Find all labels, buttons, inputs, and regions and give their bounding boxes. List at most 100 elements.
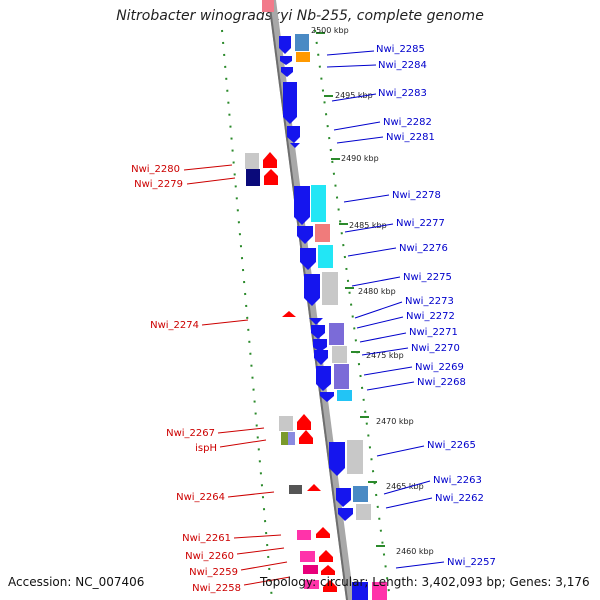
accession-text: Accession: NC_007406 [8, 575, 145, 589]
cds-arrow-reverse [321, 565, 335, 575]
svg-text:Nwi_2278: Nwi_2278 [392, 190, 441, 201]
kbp-label: 2460 kbp [396, 547, 434, 556]
cds-arrow [290, 143, 300, 148]
gene-label-right[interactable]: Nwi_2283 [331, 88, 427, 102]
cds-arrow-reverse [316, 527, 330, 538]
svg-text:Nwi_2269: Nwi_2269 [415, 362, 464, 373]
feature-block [297, 530, 311, 540]
feature-block [356, 504, 371, 520]
kbp-mark: 2485 kbp [339, 221, 387, 230]
gene-label-right[interactable]: Nwi_2271 [359, 327, 458, 343]
feature-block [329, 323, 344, 345]
gene-label-right[interactable]: Nwi_2263 [383, 475, 482, 495]
svg-text:Nwi_2279: Nwi_2279 [134, 179, 183, 190]
kbp-label: 2470 kbp [376, 417, 414, 426]
forward-feature-track [295, 34, 387, 600]
gene-label-right[interactable]: Nwi_2275 [351, 272, 452, 287]
feature-block [337, 390, 352, 401]
gene-label-left[interactable]: Nwi_2267 [166, 427, 265, 439]
kbp-label: 2480 kbp [358, 287, 396, 296]
feature-block [295, 34, 309, 51]
cds-arrow [338, 508, 353, 521]
gene-label-right[interactable]: Nwi_2285 [326, 44, 425, 56]
gene-label-right[interactable]: Nwi_2270 [361, 343, 460, 356]
feature-block [372, 582, 387, 600]
gene-label-right[interactable]: Nwi_2277 [344, 218, 445, 233]
cds-arrow-reverse [297, 414, 311, 430]
svg-text:Nwi_2259: Nwi_2259 [189, 567, 238, 578]
cds-arrow [281, 67, 293, 77]
svg-text:Nwi_2284: Nwi_2284 [378, 60, 427, 71]
svg-text:Nwi_2285: Nwi_2285 [376, 44, 425, 55]
cds-arrow-reverse [319, 550, 333, 562]
feature-block [245, 153, 259, 169]
kbp-label: 2465 kbp [386, 482, 424, 491]
feature-block [311, 185, 326, 222]
map-title: Nitrobacter winogradskyi Nb-255, complet… [116, 8, 484, 24]
gene-label-left[interactable]: Nwi_2258 [192, 576, 291, 594]
svg-text:Nwi_2265: Nwi_2265 [427, 440, 476, 451]
svg-text:Nwi_2262: Nwi_2262 [435, 493, 484, 504]
feature-block [262, 0, 274, 12]
gene-label-left[interactable]: ispH [195, 439, 267, 454]
feature-block [288, 432, 295, 445]
gene-label-right[interactable]: Nwi_2273 [354, 296, 454, 319]
kbp-label: 2490 kbp [341, 154, 379, 163]
cds-arrow [320, 392, 334, 402]
svg-text:Nwi_2272: Nwi_2272 [406, 311, 455, 322]
gene-label-left[interactable]: Nwi_2259 [189, 561, 288, 578]
feature-block [246, 169, 260, 186]
genome-summary-text: Topology: circular; Length: 3,402,093 bp… [260, 575, 590, 589]
gene-label-right[interactable]: Nwi_2276 [347, 243, 448, 257]
gene-label-right[interactable]: Nwi_2282 [333, 117, 432, 131]
feature-block [315, 224, 330, 242]
svg-text:Nwi_2274: Nwi_2274 [150, 320, 199, 331]
gene-label-right[interactable]: Nwi_2284 [326, 60, 427, 71]
cds-arrow [352, 582, 368, 600]
gene-label-left[interactable]: Nwi_2260 [185, 547, 285, 562]
svg-text:Nwi_2275: Nwi_2275 [403, 272, 452, 283]
svg-text:ispH: ispH [195, 443, 217, 454]
gene-label-left[interactable]: Nwi_2264 [176, 491, 275, 503]
svg-text:Nwi_2267: Nwi_2267 [166, 428, 215, 439]
gene-label-left[interactable]: Nwi_2261 [182, 533, 282, 544]
kbp-mark: 2460 kbp [376, 545, 434, 556]
kbp-mark: 2465 kbp [368, 481, 424, 491]
svg-text:Nwi_2276: Nwi_2276 [399, 243, 448, 254]
gene-label-right[interactable]: Nwi_2257 [395, 557, 496, 569]
feature-block [303, 565, 318, 574]
gene-label-right[interactable]: Nwi_2262 [385, 493, 484, 509]
cds-arrow-reverse [282, 311, 296, 317]
svg-text:Nwi_2277: Nwi_2277 [396, 218, 445, 229]
gene-label-left[interactable]: Nwi_2280 [131, 164, 233, 175]
gene-label-right[interactable]: Nwi_2265 [376, 440, 476, 457]
cds-arrow [314, 350, 328, 365]
svg-text:Nwi_2261: Nwi_2261 [182, 533, 231, 544]
cds-arrow-reverse [299, 430, 313, 444]
right-gene-labels: Nwi_2285 Nwi_2284 Nwi_2283 Nwi_2282 Nwi_… [326, 44, 496, 569]
gene-label-left[interactable]: Nwi_2274 [150, 319, 249, 331]
cds-arrow-reverse [264, 169, 278, 185]
gene-label-right[interactable]: Nwi_2281 [336, 132, 435, 144]
cds-arrow [280, 56, 292, 65]
kbp-label: 2485 kbp [349, 221, 387, 230]
feature-block [300, 551, 315, 562]
left-tick-track [221, 29, 273, 600]
gene-label-right[interactable]: Nwi_2269 [363, 362, 464, 376]
cds-arrow-reverse [323, 580, 337, 592]
svg-text:Nwi_2258: Nwi_2258 [192, 583, 241, 594]
cds-arrow [329, 442, 345, 476]
cds-arrow [287, 126, 300, 143]
kbp-mark: 2490 kbp [331, 154, 379, 163]
gene-label-right[interactable]: Nwi_2268 [366, 377, 466, 391]
gene-label-left[interactable]: Nwi_2279 [134, 177, 236, 190]
gene-label-right[interactable]: Nwi_2272 [356, 311, 455, 329]
svg-text:Nwi_2264: Nwi_2264 [176, 492, 225, 503]
feature-block [334, 364, 349, 389]
kbp-mark: 2470 kbp [360, 416, 414, 426]
cds-arrow [304, 274, 320, 306]
cds-arrow [313, 339, 327, 352]
feature-block [318, 245, 333, 268]
gene-label-right[interactable]: Nwi_2278 [343, 190, 441, 203]
